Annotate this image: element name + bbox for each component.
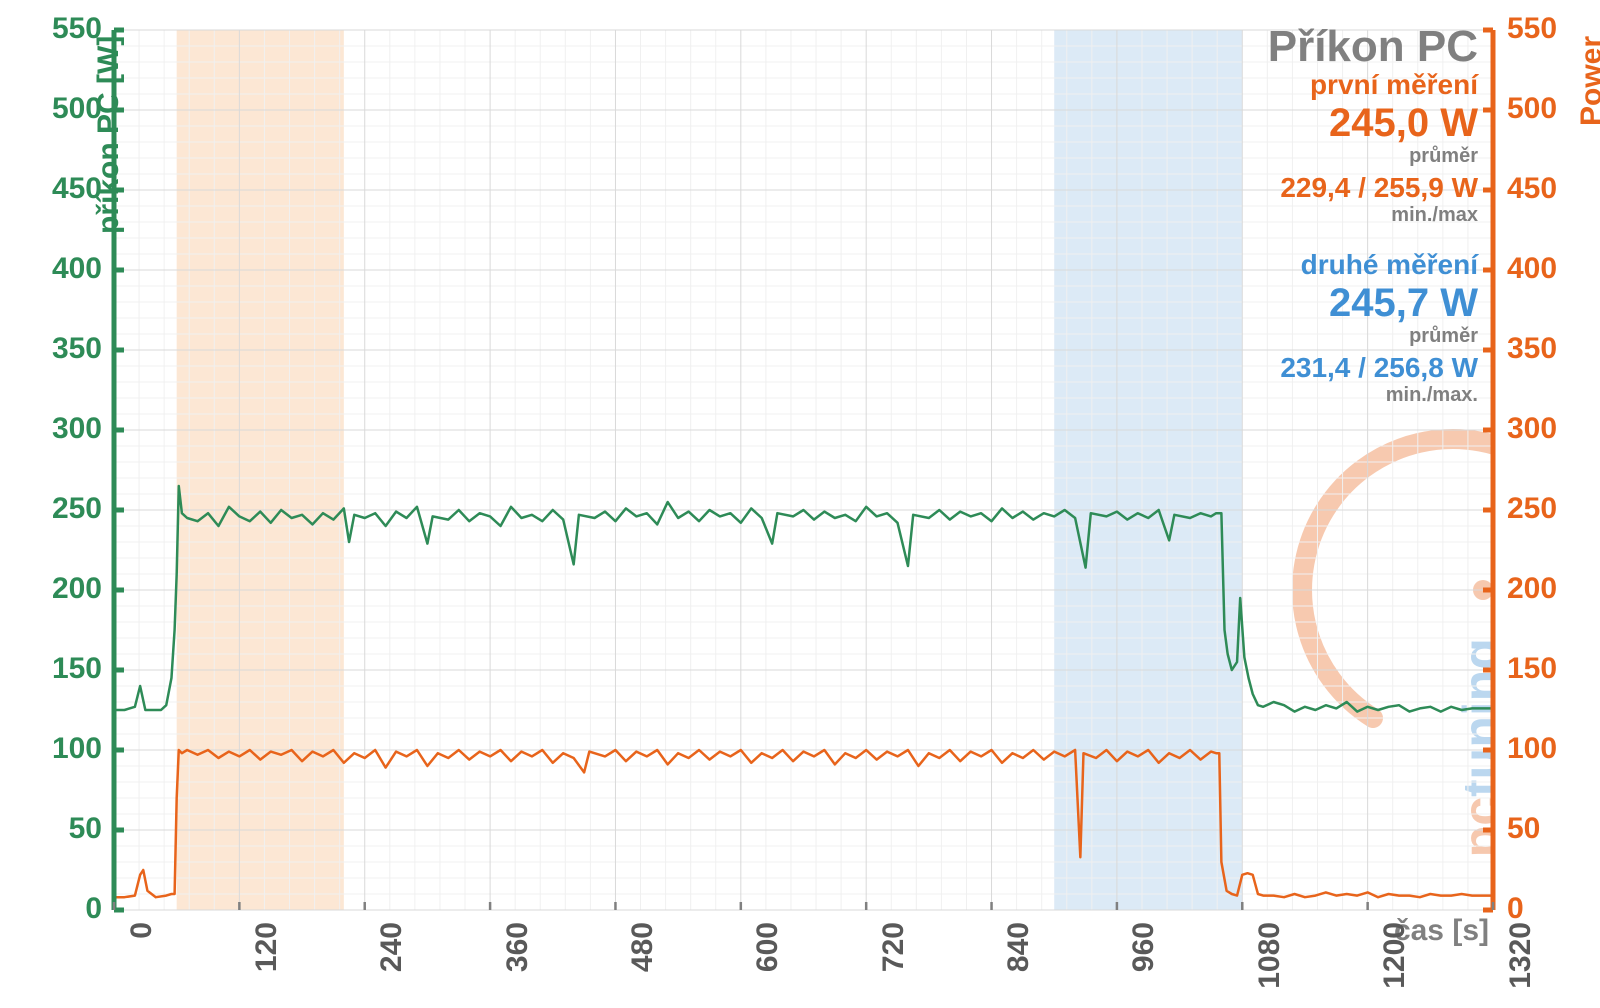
anno2-minmax: 231,4 / 256,8 W <box>1280 353 1478 384</box>
x-tick-label: 240 <box>375 922 409 1008</box>
x-tick-label: 0 <box>125 922 159 1008</box>
y-left-tick-label: 100 <box>52 732 102 766</box>
y-right-tick-label: 50 <box>1507 812 1540 846</box>
y-left-tick-label: 50 <box>69 812 102 846</box>
y-right-axis-title: Power / TDP [W / %] <box>1575 36 1600 126</box>
anno2-avg-label: průměr <box>1280 325 1478 347</box>
anno1-avg-label: průměr <box>1280 145 1478 167</box>
annotation-first-measurement: první měření 245,0 W průměr 229,4 / 255,… <box>1280 70 1478 226</box>
y-right-tick-label: 300 <box>1507 412 1557 446</box>
y-left-tick-label: 500 <box>52 92 102 126</box>
y-left-tick-label: 550 <box>52 12 102 46</box>
x-tick-label: 1080 <box>1253 922 1287 1008</box>
anno1-header: první měření <box>1280 70 1478 101</box>
x-tick-label: 360 <box>501 922 535 1008</box>
x-tick-label: 1200 <box>1378 922 1412 1008</box>
y-left-tick-label: 0 <box>85 892 102 926</box>
y-right-tick-label: 400 <box>1507 252 1557 286</box>
x-tick-label: 1320 <box>1504 922 1538 1008</box>
y-left-tick-label: 450 <box>52 172 102 206</box>
annotation-second-measurement: druhé měření 245,7 W průměr 231,4 / 256,… <box>1280 250 1478 406</box>
y-left-tick-label: 350 <box>52 332 102 366</box>
y-right-tick-label: 550 <box>1507 12 1557 46</box>
x-tick-label: 960 <box>1127 922 1161 1008</box>
anno2-minmax-label: min./max. <box>1280 384 1478 406</box>
x-tick-label: 600 <box>751 922 785 1008</box>
y-right-tick-label: 350 <box>1507 332 1557 366</box>
x-tick-label: 840 <box>1002 922 1036 1008</box>
x-tick-label: 720 <box>877 922 911 1008</box>
y-right-tick-label: 500 <box>1507 92 1557 126</box>
anno1-minmax: 229,4 / 255,9 W <box>1280 173 1478 204</box>
y-left-tick-label: 300 <box>52 412 102 446</box>
y-left-tick-label: 400 <box>52 252 102 286</box>
svg-text:pctuning: pctuning <box>1453 638 1511 858</box>
y-right-tick-label: 0 <box>1507 892 1524 926</box>
chart-container: pctuning Příkon PC první měření 245,0 W … <box>0 0 1600 1008</box>
x-tick-label: 480 <box>626 922 660 1008</box>
y-right-tick-label: 250 <box>1507 492 1557 526</box>
anno1-minmax-label: min./max <box>1280 204 1478 226</box>
x-tick-label: 120 <box>250 922 284 1008</box>
y-left-tick-label: 200 <box>52 572 102 606</box>
y-left-tick-label: 150 <box>52 652 102 686</box>
anno2-avg: 245,7 W <box>1280 281 1478 325</box>
chart-title: Příkon PC <box>1268 22 1478 72</box>
y-left-tick-label: 250 <box>52 492 102 526</box>
y-right-tick-label: 450 <box>1507 172 1557 206</box>
y-right-tick-label: 200 <box>1507 572 1557 606</box>
anno2-header: druhé měření <box>1280 250 1478 281</box>
y-right-tick-label: 150 <box>1507 652 1557 686</box>
y-right-tick-label: 100 <box>1507 732 1557 766</box>
anno1-avg: 245,0 W <box>1280 101 1478 145</box>
